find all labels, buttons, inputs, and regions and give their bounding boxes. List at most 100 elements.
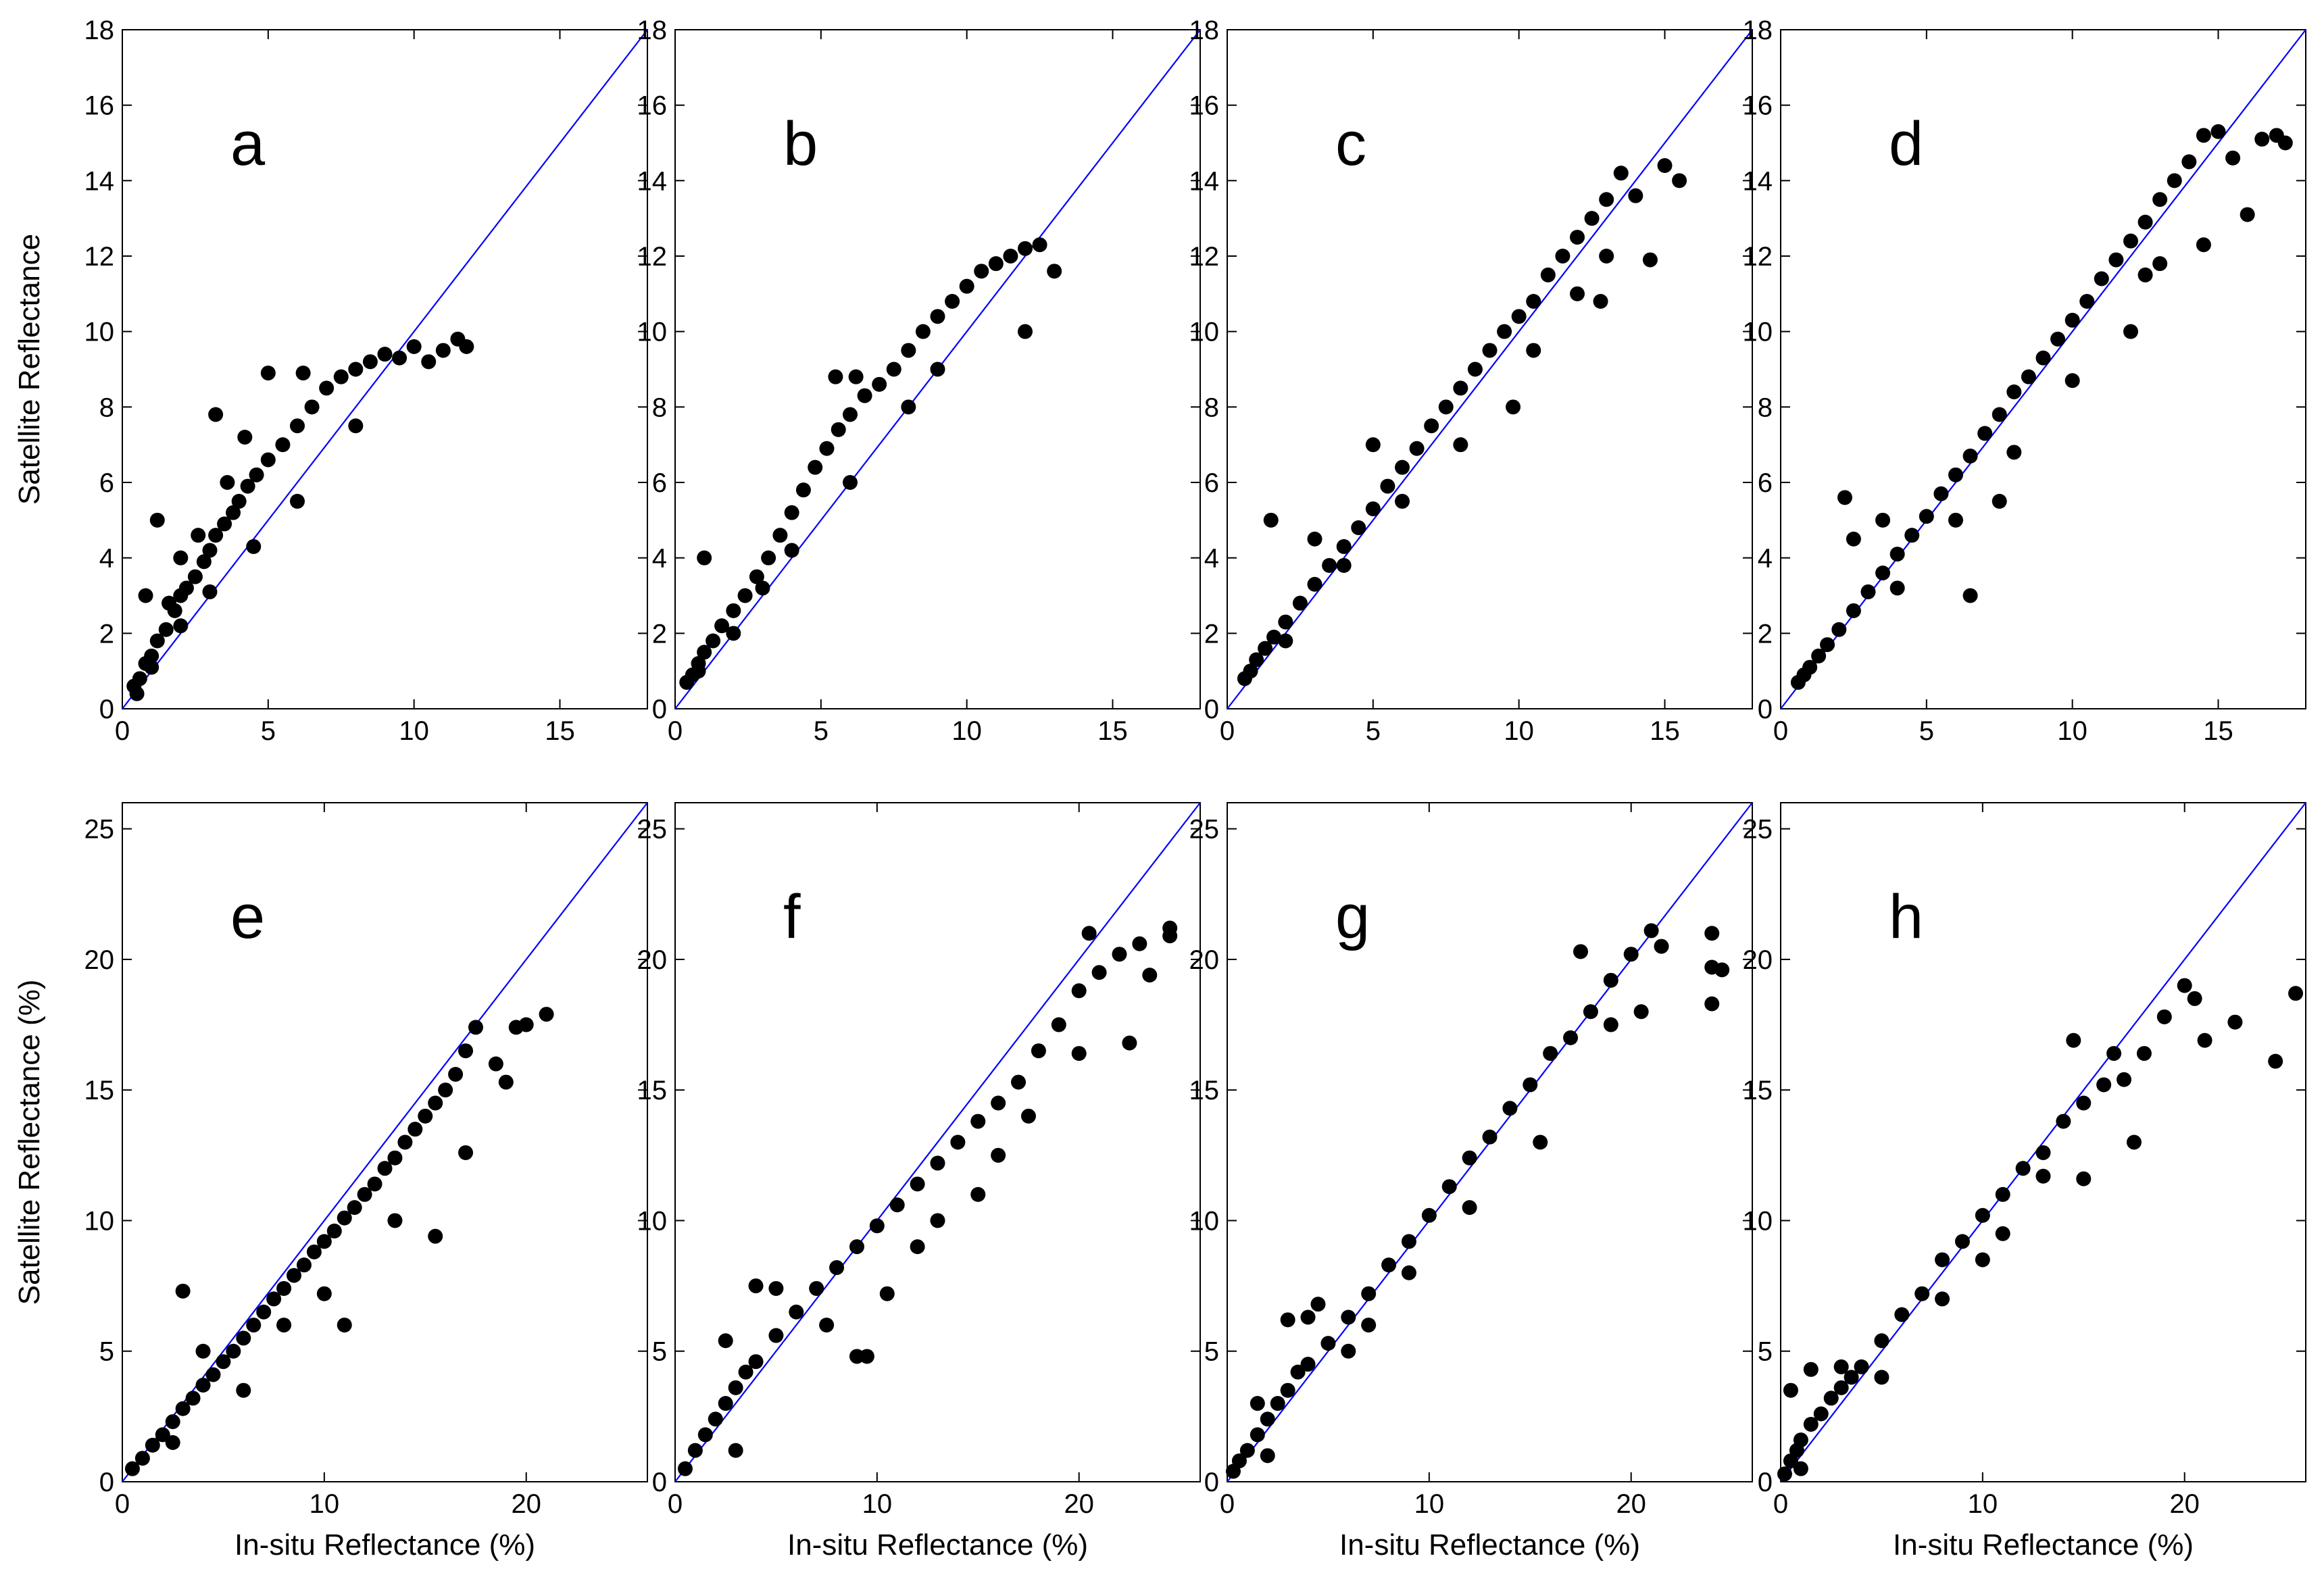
data-point [2268,1053,2283,1069]
data-point [129,686,145,701]
data-point [191,528,206,543]
data-point [178,580,194,596]
data-point [1657,158,1673,173]
data-point [287,1268,302,1283]
data-point [196,554,212,570]
y-tick-label: 14 [637,166,668,196]
data-point [306,1244,322,1259]
data-point [819,1318,835,1333]
data-point [1482,343,1498,358]
y-tick-label: 4 [652,544,667,574]
data-point [2006,445,2022,460]
data-point [518,1017,534,1032]
data-point [185,1391,201,1406]
data-point [991,1147,1006,1163]
data-point [930,309,945,324]
x-tick-label: 10 [2057,716,2087,746]
one-to-one-line [1227,29,1753,709]
panel-g: 0 10 20 0 5 10 15 20 25 g In-situ Reflectance (%) [1189,802,1753,1561]
data-point [831,422,846,437]
data-point [1860,584,1876,599]
data-point [738,1364,753,1380]
y-tick-label: 18 [1743,16,1773,45]
y-tick-label: 12 [637,242,668,272]
data-point [1409,441,1425,456]
data-point [1003,249,1018,264]
data-point [406,339,422,354]
data-point [1803,1416,1819,1432]
data-point [1290,1364,1306,1380]
data-point [2137,267,2153,282]
data-point [435,343,451,358]
data-point [421,354,437,370]
y-tick-label: 25 [1743,815,1773,845]
data-point [195,1377,211,1393]
data-point [728,1443,743,1458]
data-point [2006,384,2022,399]
data-point [290,493,305,509]
data-point [1831,622,1847,637]
plot-frame [1780,29,2306,709]
data-point [886,361,901,377]
data-point [316,1234,332,1249]
data-point [819,441,835,456]
y-tick-label: 5 [1204,1337,1219,1367]
one-to-one-line [122,29,648,709]
x-tick-label: 5 [1919,716,1934,746]
data-point [1467,361,1483,377]
data-point [1441,1179,1457,1195]
data-point [1854,1359,1869,1374]
data-point [1258,641,1273,656]
panel-letter: g [1335,882,1370,951]
data-point [2065,312,2080,328]
data-point [397,1134,413,1150]
data-point [950,1134,966,1150]
data-point [2210,124,2226,139]
data-point [173,550,189,566]
y-tick-label: 5 [652,1337,667,1367]
data-point [202,584,218,599]
data-point [691,664,706,679]
data-point [2076,1171,2092,1186]
data-point [348,418,364,434]
data-point [236,1330,251,1346]
data-point [144,648,159,664]
data-point [1570,286,1585,301]
panel-letter: a [230,109,266,178]
x-tick-label: 20 [511,1489,541,1519]
y-tick-label: 18 [637,16,668,45]
data-point [1462,1150,1477,1166]
x-tick-label: 0 [668,716,683,746]
data-point [1992,407,2007,422]
plot-frame [122,29,648,709]
y-tick-label: 4 [1204,544,1219,574]
x-tick-label: 0 [668,1489,683,1519]
data-point [843,407,858,422]
data-point [231,493,247,509]
data-point [1142,968,1158,983]
data-point [260,452,276,468]
data-point [901,343,916,358]
data-point [173,618,189,634]
data-point [1162,928,1178,944]
data-point [1365,501,1381,517]
data-point [848,369,864,384]
data-point [175,1401,191,1416]
data-point [458,1145,474,1160]
data-point [930,361,945,377]
data-point [1018,241,1033,256]
x-tick-label: 5 [814,716,829,746]
data-point [1011,1074,1027,1090]
data-point [175,1283,191,1299]
data-point [1380,478,1395,494]
y-tick-label: 20 [1189,945,1220,975]
data-point [974,264,989,279]
data-point [1020,1108,1036,1124]
data-point [202,543,218,558]
x-tick-label: 0 [1220,716,1235,746]
data-point [1803,1361,1819,1377]
data-point [1837,490,1852,505]
data-point [991,1095,1006,1111]
data-point [1270,1396,1285,1411]
